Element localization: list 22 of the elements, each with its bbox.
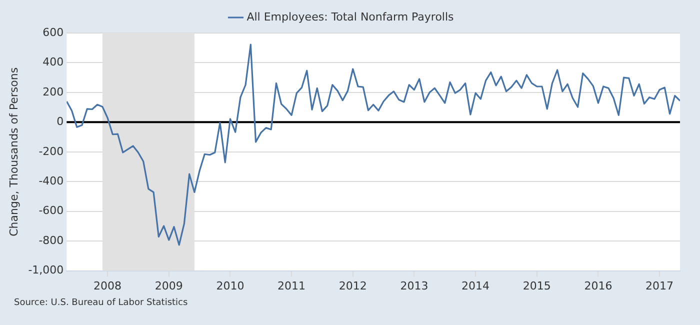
x-tick-label: 2013: [400, 279, 428, 292]
x-tick-label: 2009: [154, 279, 183, 292]
x-tick-label: 2017: [646, 279, 674, 292]
x-tick-label: 2011: [278, 279, 306, 292]
y-tick-label: 0: [56, 115, 64, 128]
y-tick-label: -800: [38, 234, 64, 247]
x-tick-label: 2010: [216, 279, 244, 292]
y-tick-label: -200: [38, 144, 64, 158]
source-note: Source: U.S. Bureau of Labor Statistics: [14, 298, 188, 308]
y-tick-label: 400: [42, 56, 64, 69]
y-axis-title: Change, Thousands of Persons: [7, 67, 20, 236]
x-tick-label: 2014: [462, 279, 490, 292]
x-tick-label: 2015: [522, 279, 551, 292]
x-tick-label: 2016: [584, 279, 612, 292]
legend-label: All Employees: Total Nonfarm Payrolls: [246, 10, 454, 24]
y-tick-label: -1,000: [28, 264, 64, 277]
y-tick-label: 200: [42, 85, 64, 98]
x-tick-label: 2012: [338, 279, 367, 292]
y-tick-label: -400: [38, 174, 64, 188]
y-tick-label: -600: [38, 204, 64, 218]
y-tick-label: 600: [42, 26, 64, 39]
x-tick-label: 2008: [94, 279, 122, 292]
